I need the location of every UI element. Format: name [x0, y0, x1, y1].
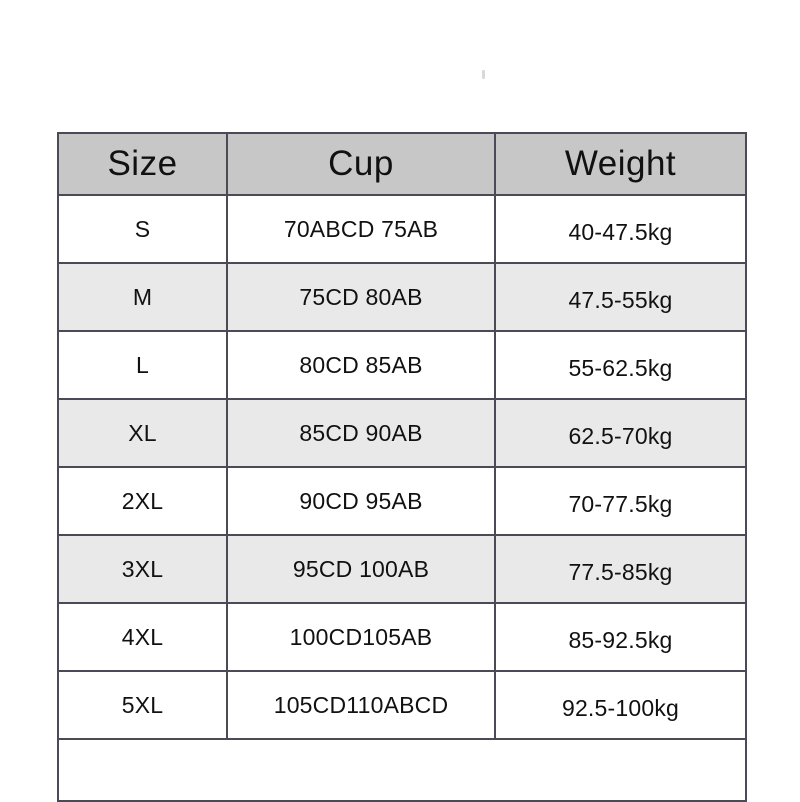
- cell-size: S: [57, 194, 228, 264]
- size-chart-table-wrapper: Size Cup Weight S 70ABCD 75AB 40-47.5kg …: [57, 132, 747, 802]
- cell-weight: 70-77.5kg: [494, 466, 747, 536]
- cell-cup: 85CD 90AB: [226, 398, 496, 468]
- cell-weight: 62.5-70kg: [494, 398, 747, 468]
- cell-weight: 47.5-55kg: [494, 262, 747, 332]
- column-header-size: Size: [57, 132, 228, 196]
- cell-size: 2XL: [57, 466, 228, 536]
- table-row-empty: [57, 738, 747, 802]
- cell-cup: 80CD 85AB: [226, 330, 496, 400]
- table-body: S 70ABCD 75AB 40-47.5kg M 75CD 80AB 47.5…: [57, 194, 747, 802]
- cell-weight: 55-62.5kg: [494, 330, 747, 400]
- cell-cup: 95CD 100AB: [226, 534, 496, 604]
- cell-weight: 40-47.5kg: [494, 194, 747, 264]
- cell-weight: 85-92.5kg: [494, 602, 747, 672]
- table-row: XL 85CD 90AB 62.5-70kg: [57, 398, 747, 468]
- table-row: 3XL 95CD 100AB 77.5-85kg: [57, 534, 747, 604]
- cell-size: XL: [57, 398, 228, 468]
- cell-size: M: [57, 262, 228, 332]
- table-row: L 80CD 85AB 55-62.5kg: [57, 330, 747, 400]
- cell-weight: 92.5-100kg: [494, 670, 747, 740]
- cell-cup: 70ABCD 75AB: [226, 194, 496, 264]
- table-row: M 75CD 80AB 47.5-55kg: [57, 262, 747, 332]
- cell-cup: 105CD110ABCD: [226, 670, 496, 740]
- table-header: Size Cup Weight: [57, 132, 747, 196]
- cell-weight: 77.5-85kg: [494, 534, 747, 604]
- table-row: 5XL 105CD110ABCD 92.5-100kg: [57, 670, 747, 740]
- cell-cup: 90CD 95AB: [226, 466, 496, 536]
- cell-empty: [57, 738, 747, 802]
- cell-size: 5XL: [57, 670, 228, 740]
- cell-size: 3XL: [57, 534, 228, 604]
- table-row: 4XL 100CD105AB 85-92.5kg: [57, 602, 747, 672]
- image-artifact-speck: [482, 70, 485, 79]
- size-chart-table: Size Cup Weight S 70ABCD 75AB 40-47.5kg …: [57, 132, 747, 802]
- column-header-cup: Cup: [226, 132, 496, 196]
- column-header-weight: Weight: [494, 132, 747, 196]
- table-row: S 70ABCD 75AB 40-47.5kg: [57, 194, 747, 264]
- cell-cup: 75CD 80AB: [226, 262, 496, 332]
- table-header-row: Size Cup Weight: [57, 132, 747, 196]
- cell-size: L: [57, 330, 228, 400]
- table-row: 2XL 90CD 95AB 70-77.5kg: [57, 466, 747, 536]
- cell-size: 4XL: [57, 602, 228, 672]
- cell-cup: 100CD105AB: [226, 602, 496, 672]
